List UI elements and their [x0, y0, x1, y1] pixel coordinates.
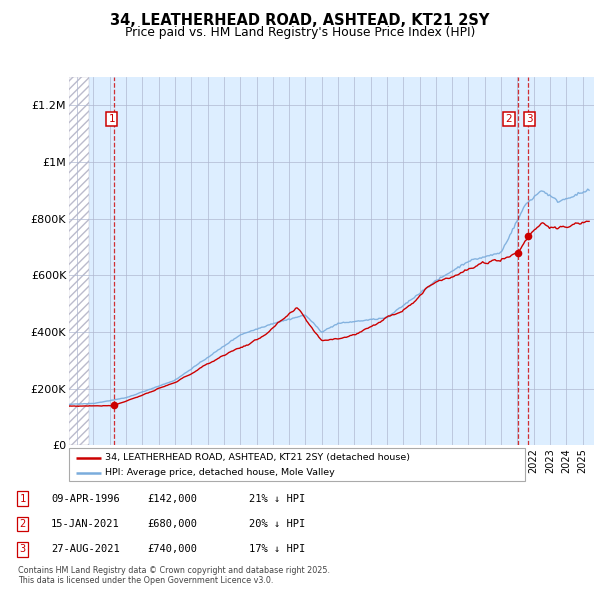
Text: 09-APR-1996: 09-APR-1996	[51, 494, 120, 503]
Text: 3: 3	[20, 545, 26, 554]
FancyBboxPatch shape	[69, 448, 525, 481]
Text: 3: 3	[526, 114, 533, 124]
Text: 21% ↓ HPI: 21% ↓ HPI	[249, 494, 305, 503]
Text: £680,000: £680,000	[147, 519, 197, 529]
Text: 34, LEATHERHEAD ROAD, ASHTEAD, KT21 2SY: 34, LEATHERHEAD ROAD, ASHTEAD, KT21 2SY	[110, 13, 490, 28]
Text: Price paid vs. HM Land Registry's House Price Index (HPI): Price paid vs. HM Land Registry's House …	[125, 26, 475, 39]
Text: 20% ↓ HPI: 20% ↓ HPI	[249, 519, 305, 529]
Bar	[69, 77, 89, 445]
Text: £142,000: £142,000	[147, 494, 197, 503]
Text: 17% ↓ HPI: 17% ↓ HPI	[249, 545, 305, 554]
Text: 15-JAN-2021: 15-JAN-2021	[51, 519, 120, 529]
Text: £740,000: £740,000	[147, 545, 197, 554]
Text: 1: 1	[109, 114, 115, 124]
Text: 34, LEATHERHEAD ROAD, ASHTEAD, KT21 2SY (detached house): 34, LEATHERHEAD ROAD, ASHTEAD, KT21 2SY …	[106, 453, 410, 462]
Text: 27-AUG-2021: 27-AUG-2021	[51, 545, 120, 554]
Text: 2: 2	[506, 114, 512, 124]
Text: Contains HM Land Registry data © Crown copyright and database right 2025.
This d: Contains HM Land Registry data © Crown c…	[18, 566, 330, 585]
Text: 2: 2	[20, 519, 26, 529]
Text: HPI: Average price, detached house, Mole Valley: HPI: Average price, detached house, Mole…	[106, 468, 335, 477]
Text: 1: 1	[20, 494, 26, 503]
